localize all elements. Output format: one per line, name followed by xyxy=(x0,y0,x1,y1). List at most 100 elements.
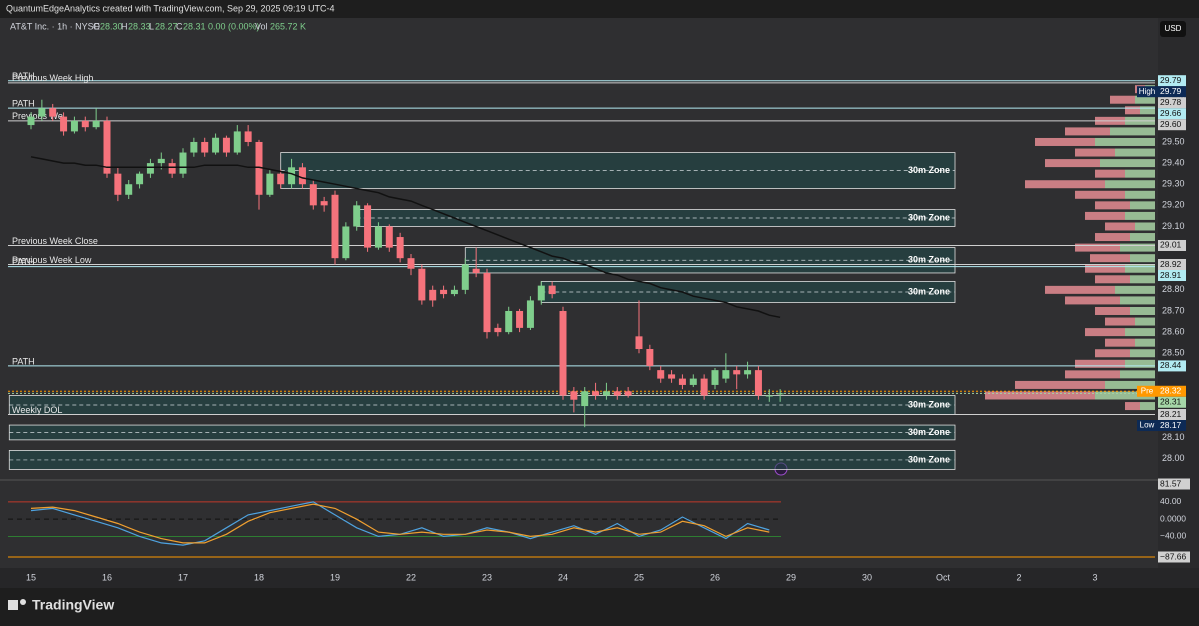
y-tick-label: 28.60 xyxy=(1162,326,1185,336)
candle-body xyxy=(418,268,426,301)
volume-down xyxy=(1065,370,1120,379)
candle-body xyxy=(483,272,491,333)
volume-down xyxy=(1090,254,1130,263)
price-tag xyxy=(1158,119,1186,131)
y-tick-label: 29.50 xyxy=(1162,136,1185,146)
candle-body xyxy=(657,370,665,379)
candle-body xyxy=(396,237,404,259)
volume-up xyxy=(1135,222,1155,231)
volume-down xyxy=(1095,349,1130,358)
candle-body xyxy=(472,268,480,273)
volume-up xyxy=(1135,95,1155,104)
volume-down xyxy=(1095,306,1130,315)
candle-body xyxy=(353,205,361,227)
legend: AT&T Inc. · 1h · NYSE O 28.30 H 28.33 L … xyxy=(10,21,306,31)
candle-body xyxy=(613,391,621,396)
level-label: PATH xyxy=(12,257,35,267)
candle-body xyxy=(754,370,762,396)
candle-body xyxy=(266,173,274,195)
price-tag-label: 29.79 xyxy=(1160,75,1182,85)
price-tag xyxy=(1158,239,1186,251)
volume-down xyxy=(1085,328,1125,337)
volume-down xyxy=(1075,148,1115,157)
price-tag xyxy=(1158,420,1186,432)
candle-body xyxy=(429,289,437,301)
volume-down xyxy=(1095,169,1125,178)
level-label: Weekly DOL xyxy=(12,405,62,415)
volume-up xyxy=(1135,317,1155,326)
time-axis xyxy=(0,568,1199,588)
candle-body xyxy=(570,391,578,400)
volume-down xyxy=(1085,264,1125,273)
candle-body xyxy=(711,370,719,385)
price-tag xyxy=(1158,108,1186,120)
volume-down xyxy=(1015,380,1105,389)
volume-up xyxy=(1125,211,1155,220)
candle-body xyxy=(581,391,589,407)
volume-down xyxy=(1045,159,1100,168)
volume-up xyxy=(1125,264,1155,273)
zone-label: 30m Zone xyxy=(908,255,950,265)
level-label: Previous Week High xyxy=(12,73,93,83)
volume-down xyxy=(1025,180,1105,189)
x-tick-label: 3 xyxy=(1092,572,1097,582)
price-tag xyxy=(1158,409,1186,421)
currency-button[interactable] xyxy=(1160,21,1186,37)
zone-label: 30m Zone xyxy=(908,427,950,437)
price-tag-label: 28.91 xyxy=(1160,270,1182,280)
volume-up xyxy=(1100,159,1155,168)
currency[interactable]: USD xyxy=(1165,24,1182,33)
price-tag-label: 29.79 xyxy=(1160,86,1182,96)
volume-up xyxy=(1115,285,1155,294)
candle-body xyxy=(689,378,697,385)
zone-label: 30m Zone xyxy=(908,399,950,409)
price-tag-name-label: High xyxy=(1139,87,1155,96)
volume-down xyxy=(1095,275,1130,284)
vol: 265.72 K xyxy=(270,21,306,31)
price-tag xyxy=(1158,75,1186,87)
candle-body xyxy=(288,167,296,185)
candle-body xyxy=(81,120,89,128)
price-tag xyxy=(1158,86,1186,98)
moving-average xyxy=(30,156,781,319)
candle-body xyxy=(255,141,263,195)
level-label: PATH xyxy=(12,356,35,366)
volume-up xyxy=(1125,359,1155,368)
symbol: AT&T Inc. · 1h · NYSE xyxy=(10,21,100,31)
price-tag-label: 28.17 xyxy=(1160,420,1182,430)
candle-body xyxy=(298,167,306,185)
osc-tick-label: 0.0000 xyxy=(1160,513,1186,523)
x-tick-label: 16 xyxy=(102,572,112,582)
o: 28.30 xyxy=(100,21,123,31)
volume-up xyxy=(1130,275,1155,284)
brand-name: TradingView xyxy=(32,597,114,613)
logo xyxy=(8,600,18,610)
price-tag xyxy=(1158,385,1186,397)
candle-body xyxy=(450,289,458,295)
candle-body xyxy=(136,173,144,185)
volume-up xyxy=(1095,391,1155,400)
volume-up xyxy=(1125,190,1155,199)
candle-body xyxy=(602,391,610,396)
volume-up xyxy=(1110,127,1155,136)
h: 28.33 xyxy=(128,21,151,31)
brand: TradingView xyxy=(8,597,114,613)
volume-up xyxy=(1130,306,1155,315)
candle-body xyxy=(374,226,382,248)
volume-down xyxy=(1065,296,1120,305)
candle-body xyxy=(168,163,176,174)
volume-up xyxy=(1115,148,1155,157)
zone-label: 30m Zone xyxy=(908,286,950,296)
zone-label: 30m Zone xyxy=(908,165,950,175)
zone xyxy=(356,209,956,227)
candle-body xyxy=(114,173,122,195)
l: 28.27 xyxy=(155,21,178,31)
volume-up xyxy=(1095,137,1155,146)
candle-body xyxy=(309,184,317,206)
level-label: PATH xyxy=(12,71,35,81)
vol-label: Vol xyxy=(255,21,268,31)
price-tag-label: 28.32 xyxy=(1160,386,1182,396)
y-tick-label: 28.50 xyxy=(1162,348,1185,358)
volume-up xyxy=(1105,180,1155,189)
x-tick-label: 30 xyxy=(862,572,872,582)
